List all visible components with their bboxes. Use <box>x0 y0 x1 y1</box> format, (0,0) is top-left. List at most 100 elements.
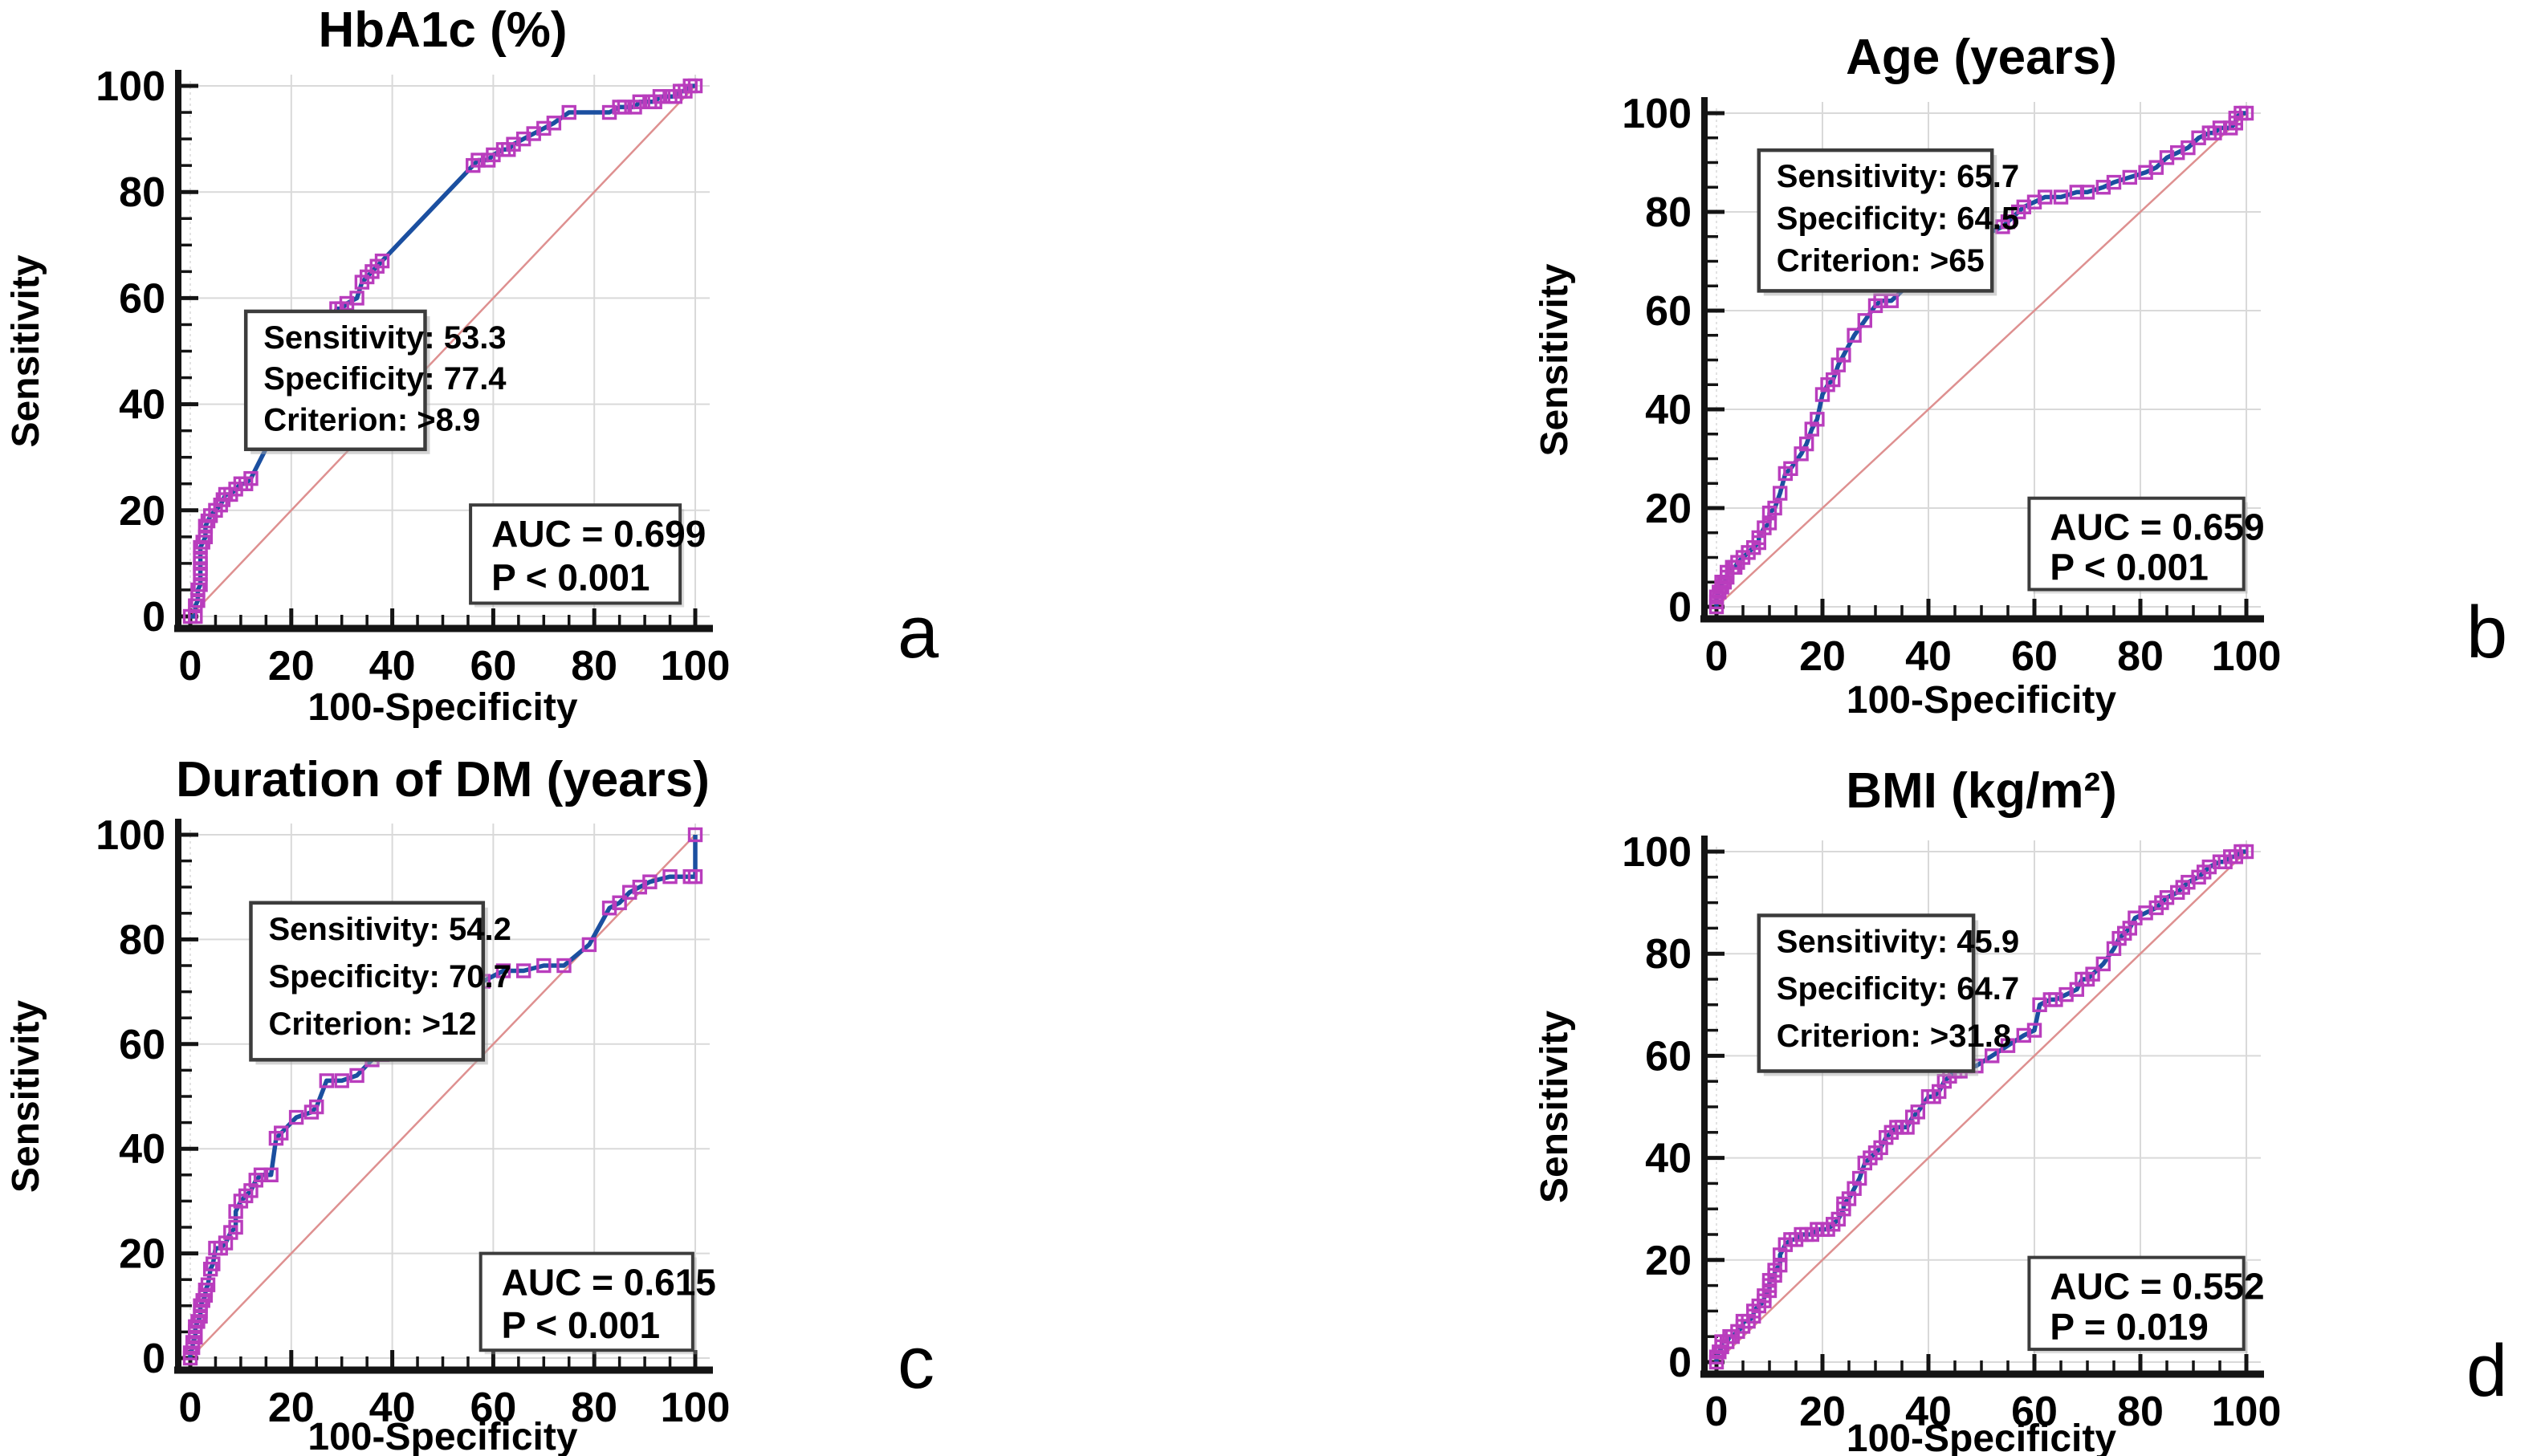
x-tick-label: 40 <box>369 1385 416 1431</box>
x-tick-label: 100 <box>2212 633 2282 680</box>
criterion-box-line: Criterion: >8.9 <box>263 402 480 437</box>
y-tick-label: 60 <box>119 275 165 322</box>
criterion-box-line: Specificity: 70.7 <box>268 959 511 994</box>
panel-letter-a: a <box>898 592 939 673</box>
x-tick-label: 20 <box>1799 633 1846 680</box>
auc-box-line: AUC = 0.659 <box>2050 506 2264 548</box>
panel-letter-b: b <box>2466 592 2508 673</box>
y-axis-title: Sensitivity <box>1533 1011 1576 1203</box>
roc-panel-d: Sensitivity: 45.9 Specificity: 64.7 Criter… <box>1533 763 2281 1456</box>
criterion-callout-box: Sensitivity: 65.7 Specificity: 64.5 Criter… <box>1757 148 2019 296</box>
x-tick-label: 60 <box>470 643 516 689</box>
x-tick-label: 60 <box>2011 1389 2058 1435</box>
axis-ticks <box>181 83 698 625</box>
criterion-callout-box: Sensitivity: 54.2 Specificity: 70.7 Criter… <box>249 901 511 1065</box>
reference-diagonal-line <box>1716 112 2247 608</box>
reference-diagonal-line <box>1716 851 2247 1363</box>
x-tick-label: 40 <box>1905 1389 1952 1435</box>
criterion-box-line: Specificity: 64.5 <box>1777 201 2019 237</box>
y-axis-title: Sensitivity <box>1533 263 1576 456</box>
y-tick-label: 80 <box>119 917 165 963</box>
y-tick-label: 20 <box>1645 486 1692 532</box>
criterion-box-line: Sensitivity: 53.3 <box>263 320 506 356</box>
x-tick-label: 20 <box>1799 1389 1846 1435</box>
axes <box>1700 836 2264 1378</box>
auc-box-line: AUC = 0.552 <box>2050 1266 2264 1308</box>
y-tick-label: 20 <box>119 488 165 535</box>
x-tick-label: 80 <box>2117 1389 2164 1435</box>
criterion-box-line: Sensitivity: 45.9 <box>1777 925 2019 960</box>
x-tick-label: 20 <box>268 1385 315 1431</box>
criterion-box-line: Criterion: >12 <box>268 1007 476 1042</box>
x-tick-label: 20 <box>268 643 315 689</box>
roc-curve-markers <box>182 78 703 624</box>
panel-letter-c: c <box>898 1322 935 1404</box>
y-axis-title: Sensitivity <box>5 1000 47 1193</box>
y-tick-label: 100 <box>1622 91 1692 137</box>
roc-curve-markers <box>1708 844 2254 1370</box>
reference-diagonal-line <box>189 834 696 1359</box>
roc-panel-c: Sensitivity: 54.2 Specificity: 70.7 Criter… <box>5 752 730 1456</box>
x-tick-label: 80 <box>571 643 617 689</box>
auc-box-line: P < 0.001 <box>2050 547 2208 588</box>
x-tick-label: 40 <box>1905 633 1952 680</box>
y-tick-label: 100 <box>1622 829 1692 876</box>
y-tick-label: 100 <box>96 812 165 859</box>
auc-box-line: AUC = 0.699 <box>491 513 706 555</box>
y-tick-label: 60 <box>1645 1033 1692 1080</box>
criterion-box-line: Sensitivity: 54.2 <box>268 912 511 947</box>
x-tick-label: 0 <box>179 643 202 689</box>
panel-title: Age (years) <box>1846 30 2117 85</box>
criterion-box-line: Specificity: 64.7 <box>1777 971 2019 1007</box>
axis-ticks <box>1708 849 2249 1371</box>
roc-panel-a: Sensitivity: 53.3 Specificity: 77.4 Criter… <box>5 2 730 729</box>
auc-box-line: AUC = 0.615 <box>502 1262 716 1303</box>
panel-title: BMI (kg/m²) <box>1846 763 2117 819</box>
y-tick-label: 60 <box>119 1022 165 1068</box>
panel-letter-d: d <box>2466 1330 2508 1412</box>
x-tick-label: 100 <box>2212 1389 2282 1435</box>
y-tick-label: 40 <box>1645 387 1692 433</box>
x-tick-label: 0 <box>1705 633 1729 680</box>
y-tick-label: 0 <box>1668 1340 1692 1386</box>
y-tick-label: 40 <box>1645 1136 1692 1182</box>
panel-title: HbA1c (%) <box>318 2 567 58</box>
reference-diagonal-line <box>189 85 696 617</box>
x-tick-label: 60 <box>470 1385 516 1431</box>
y-tick-label: 0 <box>142 1336 165 1382</box>
y-tick-label: 20 <box>1645 1238 1692 1284</box>
y-tick-label: 80 <box>119 169 165 216</box>
x-tick-label: 100 <box>661 643 731 689</box>
x-tick-label: 0 <box>1705 1389 1729 1435</box>
x-tick-label: 100 <box>661 1385 731 1431</box>
roc-curve-line <box>188 835 698 1358</box>
y-tick-label: 80 <box>1645 931 1692 978</box>
x-axis-title: 100-Specificity <box>1847 679 2116 722</box>
y-tick-label: 80 <box>1645 189 1692 236</box>
y-tick-label: 0 <box>142 594 165 641</box>
x-tick-label: 80 <box>2117 633 2164 680</box>
criterion-callout-box: Sensitivity: 53.3 Specificity: 77.4 Criter… <box>243 309 507 454</box>
x-axis-title: 100-Specificity <box>307 686 577 729</box>
criterion-box-line: Criterion: >31.8 <box>1777 1019 2011 1054</box>
x-axis-title: 100-Specificity <box>1847 1417 2116 1456</box>
criterion-box-line: Specificity: 77.4 <box>263 361 507 397</box>
x-tick-label: 0 <box>179 1385 202 1431</box>
auc-box-line: P < 0.001 <box>502 1304 660 1346</box>
auc-box-line: P = 0.019 <box>2050 1306 2208 1348</box>
criterion-box-line: Criterion: >65 <box>1777 243 1985 279</box>
y-axis-title: Sensitivity <box>5 254 47 447</box>
criterion-callout-box: Sensitivity: 45.9 Specificity: 64.7 Criter… <box>1757 913 2019 1076</box>
x-tick-label: 80 <box>571 1385 617 1431</box>
y-tick-label: 40 <box>119 1126 165 1173</box>
panel-title: Duration of DM (years) <box>176 752 710 807</box>
y-tick-label: 20 <box>119 1231 165 1278</box>
auc-box-line: P < 0.001 <box>491 556 650 598</box>
y-tick-label: 40 <box>119 382 165 429</box>
